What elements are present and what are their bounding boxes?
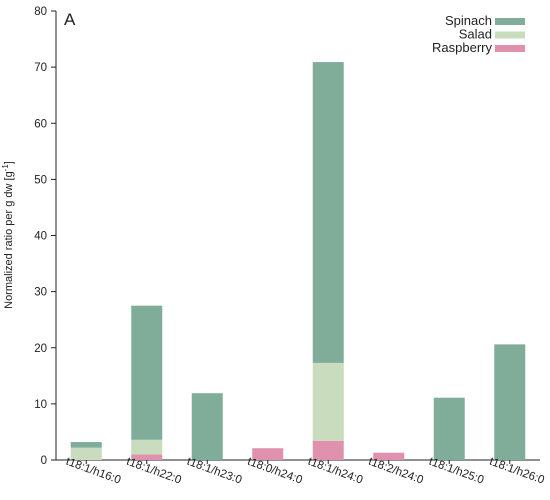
- legend-swatch-spinach: [495, 18, 525, 25]
- legend-label-spinach: Spinach: [445, 13, 492, 28]
- y-tick-label: 10: [34, 399, 47, 411]
- y-axis-label: Normalized ratio per g dw [g-1]: [1, 161, 15, 309]
- bar-salad-4: [312, 362, 344, 441]
- legend-swatch-raspberry: [495, 45, 525, 52]
- y-axis-label-main: Normalized ratio per g dw [g: [3, 171, 15, 309]
- panel-label: A: [64, 10, 76, 29]
- bar-spinach-7: [494, 344, 526, 460]
- y-tick-label: 0: [41, 455, 47, 467]
- bar-spinach-4: [312, 62, 344, 363]
- bar-raspberry-3: [252, 448, 284, 460]
- legend-swatch-salad: [495, 31, 525, 39]
- bar-spinach-1: [131, 305, 163, 440]
- y-tick-label: 20: [34, 343, 47, 355]
- y-axis-label-superscript: -1: [1, 164, 10, 172]
- legend-label-salad: Salad: [459, 27, 492, 42]
- bar-raspberry-5: [373, 452, 405, 460]
- y-tick-label: 50: [34, 174, 47, 186]
- y-tick-label: 70: [34, 62, 47, 74]
- legend-label-raspberry: Raspberry: [432, 40, 492, 55]
- y-axis-label-end: ]: [3, 161, 15, 164]
- y-tick-label: 30: [34, 287, 47, 299]
- y-tick-label: 80: [34, 6, 47, 18]
- bar-spinach-0: [70, 442, 102, 448]
- y-tick-label: 60: [34, 118, 47, 130]
- bar-salad-1: [131, 439, 163, 455]
- bar-raspberry-1: [131, 454, 163, 460]
- bar-spinach-6: [433, 397, 465, 460]
- bar-spinach-2: [191, 393, 223, 460]
- bar-raspberry-4: [312, 440, 344, 460]
- bars-layer: [70, 62, 526, 460]
- axes-layer: [51, 10, 540, 464]
- y-tick-label: 40: [34, 231, 47, 243]
- bar-salad-0: [70, 447, 102, 460]
